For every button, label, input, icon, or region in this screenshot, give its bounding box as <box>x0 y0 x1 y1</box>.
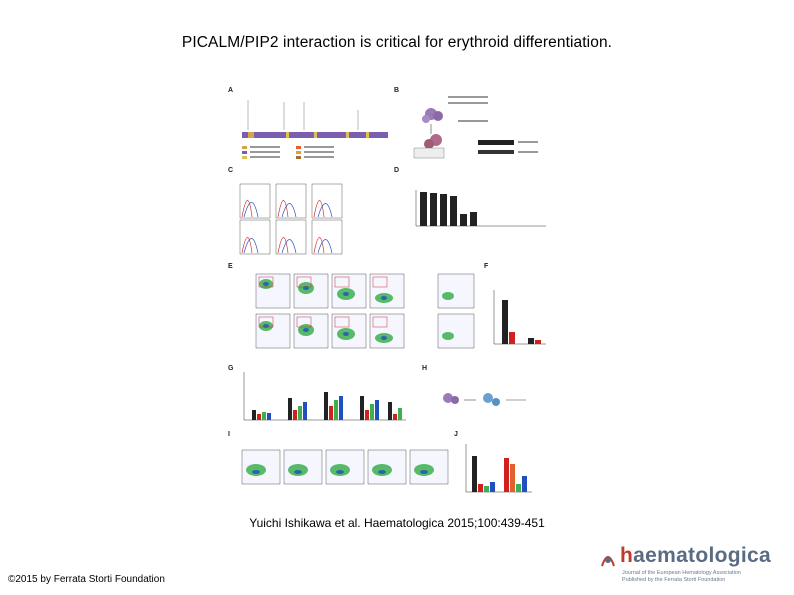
panel-i-flow-plots <box>241 449 449 485</box>
panel-letter-g: G <box>228 365 234 372</box>
haematologica-logo: haematologica Journal of the European He… <box>598 544 783 584</box>
logo-mark-icon <box>601 556 615 567</box>
figure-image: A B <box>226 80 554 498</box>
logo-wordmark: haematologica <box>620 544 771 567</box>
panel-d-bars <box>415 190 546 227</box>
panel-c-histograms <box>239 183 343 255</box>
panel-f-bars <box>493 290 546 345</box>
panel-a-domain-map <box>242 100 388 159</box>
panel-letter-e: E <box>228 263 233 270</box>
panel-letter-a: A <box>228 87 233 94</box>
panel-letter-c: C <box>228 167 233 174</box>
slide-title: PICALM/PIP2 interaction is critical for … <box>181 34 613 51</box>
panel-b-schematic <box>413 96 538 159</box>
panel-letter-j: J <box>454 431 458 438</box>
panel-g-bars <box>243 372 406 421</box>
figure-citation: Yuichi Ishikawa et al. Haematologica 201… <box>249 516 545 530</box>
copyright-notice: ©2015 by Ferrata Storti Foundation <box>8 574 165 585</box>
logo-tagline-1: Journal of the European Hematology Assoc… <box>622 570 741 576</box>
panel-letter-h: H <box>422 365 427 372</box>
panel-letter-i: I <box>228 431 230 438</box>
panel-letter-f: F <box>484 263 489 270</box>
panel-e-flow-plots <box>255 273 475 349</box>
panel-j-bars <box>465 444 532 493</box>
panel-letter-d: D <box>394 167 399 174</box>
logo-tagline-2: Published by the Ferrata Storti Foundati… <box>622 577 726 583</box>
panel-letter-b: B <box>394 87 399 94</box>
panel-h-schematic <box>443 393 526 406</box>
